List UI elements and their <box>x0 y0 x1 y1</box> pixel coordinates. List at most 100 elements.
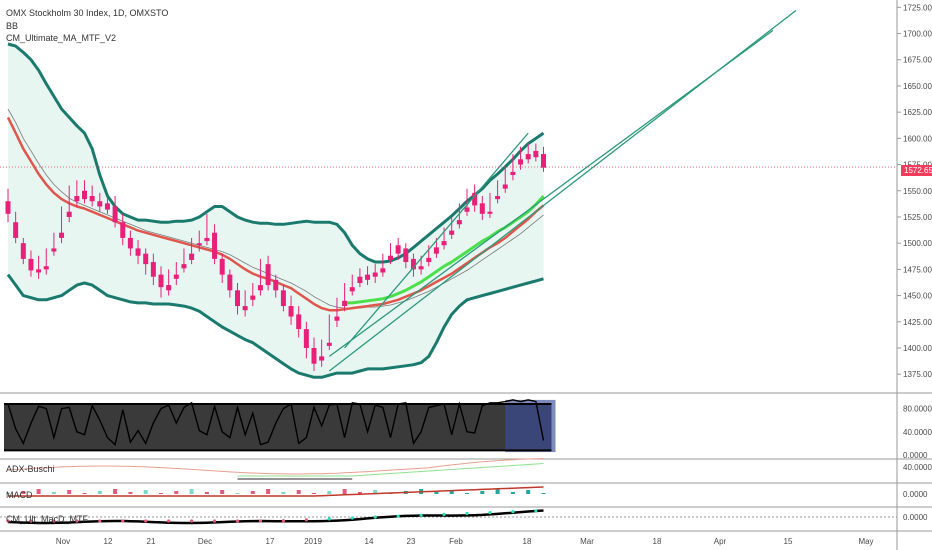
osc-tick-label-0: 80.0000 <box>903 405 932 414</box>
candle-body <box>189 253 195 260</box>
candle-body <box>59 232 65 238</box>
candle-body <box>319 356 325 361</box>
candle <box>456 203 462 229</box>
macd-histogram-bar <box>67 490 72 494</box>
candle <box>28 250 34 277</box>
candle <box>120 213 126 246</box>
candle-body <box>74 196 80 202</box>
x-tick-label-9: 18 <box>523 537 532 546</box>
price-axis[interactable]: 1725.00 1700.00 1675.00 1650.00 1625.00 1600.… <box>897 3 932 522</box>
candle-body <box>449 230 455 235</box>
candle-body <box>173 274 179 279</box>
macd-histogram-bar <box>357 492 362 494</box>
macd-histogram-bar <box>541 493 546 494</box>
time-axis[interactable]: Nov 12 21 Dec 17 2019 14 23 Feb 18 Mar 18 Apr 15 May <box>56 537 874 546</box>
candle <box>104 196 110 214</box>
adx-line-red <box>7 458 544 475</box>
adx-pane <box>7 458 544 480</box>
candle <box>372 264 378 283</box>
indicator-ma-label[interactable]: CM_Ultimate_MA_MTF_V2 <box>6 33 117 43</box>
candle <box>235 282 240 315</box>
candle <box>227 269 233 298</box>
cm-macd-dot <box>29 519 33 523</box>
oscillator-highlight <box>505 399 556 453</box>
candle-body <box>212 232 218 259</box>
candle <box>97 192 103 212</box>
macd-histogram-bar <box>526 490 531 494</box>
y-tick-label-12: 1425.00 <box>903 318 932 327</box>
cm-macd-line <box>7 509 544 525</box>
x-tick-label-2: 21 <box>147 537 156 546</box>
trend-lines[interactable] <box>328 9 797 372</box>
cm-macd-dot <box>304 518 308 522</box>
macd-histogram-bar <box>204 492 209 494</box>
macd-histogram-bar <box>21 491 26 494</box>
candle-body <box>433 247 439 254</box>
candle <box>510 154 516 181</box>
candle-body <box>227 274 233 291</box>
macd-histogram-bar <box>342 489 347 494</box>
cm-macd-dot <box>258 519 263 523</box>
macd-histogram-bar <box>6 493 10 494</box>
cm-macd-dot <box>144 519 148 523</box>
indicator-bb-label[interactable]: BB <box>6 21 19 31</box>
y-tick-label-14: 1375.00 <box>903 370 932 379</box>
cm-macd-pane-label[interactable]: CM_Ult_MacD_MTF <box>6 514 89 524</box>
candle-body <box>143 253 149 265</box>
candle <box>181 248 187 273</box>
cm-macd-dot <box>350 516 354 520</box>
candle <box>127 230 133 256</box>
candle <box>303 321 309 359</box>
macd-pane-label[interactable]: MACD <box>6 490 33 500</box>
candle <box>533 143 539 162</box>
candle-body <box>265 264 271 286</box>
cm-macd-dot <box>396 514 400 518</box>
candle-body <box>219 258 225 275</box>
candle <box>196 230 202 252</box>
candle-body <box>464 207 470 212</box>
candle-body <box>250 295 256 300</box>
candle <box>319 339 325 367</box>
candle <box>219 253 225 283</box>
candle <box>311 337 317 372</box>
adx-pane-label[interactable]: ADX-Buschi <box>6 464 55 474</box>
candle-body <box>235 290 240 307</box>
macd-histogram-bar <box>480 491 485 494</box>
x-tick-label-0: Nov <box>56 537 70 546</box>
candle-body <box>43 266 49 270</box>
osc-tick-label-1: 40.0000 <box>903 428 932 437</box>
osc-tick-label-2: 0.0000 <box>903 451 928 460</box>
macd-histogram-bar <box>266 489 271 494</box>
candle-body <box>257 285 263 291</box>
candle <box>357 268 363 288</box>
y-tick-label-8: 1525.00 <box>903 213 932 222</box>
x-tick-label-7: 23 <box>407 537 416 546</box>
candle-body <box>533 150 539 158</box>
cm-macd-dot <box>190 519 194 523</box>
candle <box>212 224 218 265</box>
macd-pane <box>6 486 546 497</box>
candle <box>410 253 416 277</box>
candle-body <box>426 257 432 263</box>
candle-body <box>288 306 294 317</box>
candle <box>173 262 179 286</box>
candle <box>380 253 386 277</box>
macd-histogram-bar <box>113 489 118 494</box>
y-tick-label-7: 1550.00 <box>903 187 932 196</box>
candle-body <box>280 290 286 307</box>
candle <box>288 295 294 325</box>
candle-body <box>104 203 110 210</box>
macd-histogram-bar <box>281 492 286 494</box>
candle <box>296 306 302 338</box>
candle <box>265 255 271 291</box>
trend-line-1 <box>328 29 774 357</box>
macd-histogram-bar <box>143 490 148 494</box>
macd-histogram-bar <box>449 490 454 494</box>
bb-lower-line <box>6 273 544 379</box>
candle-body <box>518 159 524 165</box>
candle <box>51 232 57 256</box>
candle-body <box>158 274 164 288</box>
x-tick-label-12: Apr <box>714 537 727 546</box>
